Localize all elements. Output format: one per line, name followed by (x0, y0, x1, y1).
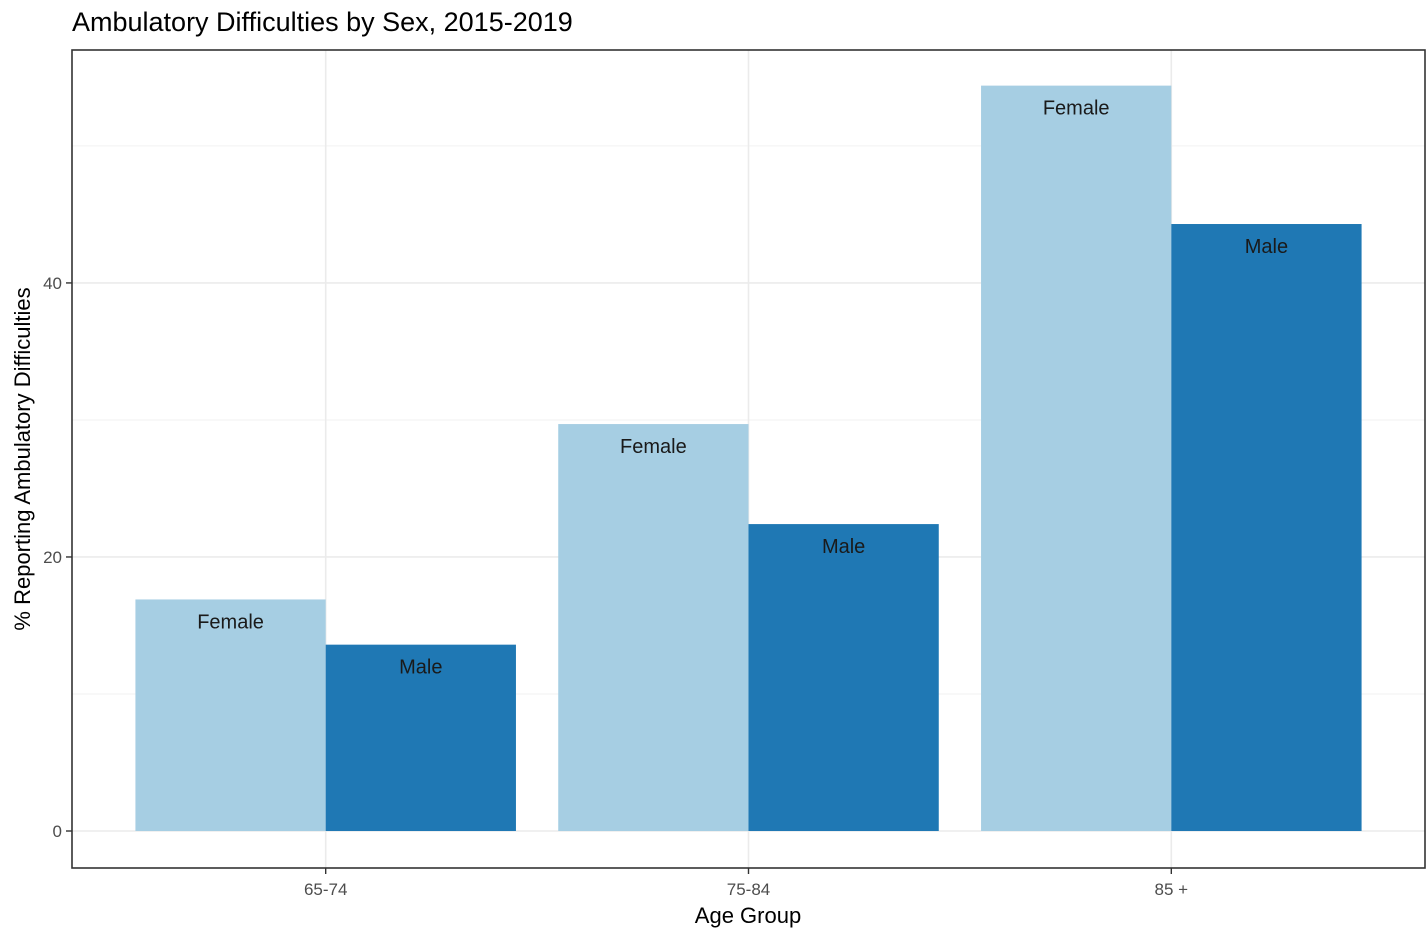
bar-label: Female (620, 436, 687, 458)
bar-label: Male (399, 657, 442, 679)
x-axis: 65-74 75-84 85 + (304, 868, 1188, 899)
bar-label: Male (822, 536, 865, 558)
y-axis: 0 20 40 (43, 274, 72, 841)
bar-male-2 (748, 524, 939, 832)
x-tick-label: 85 + (1155, 880, 1189, 899)
x-tick-label: 65-74 (304, 880, 347, 899)
bars (135, 85, 1362, 832)
x-axis-title: Age Group (695, 903, 801, 928)
bar-male-1 (325, 644, 516, 832)
bar-label: Female (197, 611, 264, 633)
y-tick-label: 20 (43, 548, 62, 567)
y-tick-label: 0 (53, 822, 62, 841)
bar-female-2 (558, 424, 749, 832)
bar-female-1 (135, 599, 326, 832)
chart-title: Ambulatory Difficulties by Sex, 2015-201… (72, 7, 573, 37)
y-tick-label: 40 (43, 274, 62, 293)
y-axis-title: % Reporting Ambulatory Difficulties (10, 287, 35, 630)
bar-label: Female (1043, 98, 1110, 120)
bar-male-3 (1171, 224, 1362, 832)
bar-labels: Female Female Female Male Male Male (197, 98, 1288, 679)
bar-label: Male (1245, 236, 1288, 258)
x-tick-label: 75-84 (727, 880, 770, 899)
bar-female-3 (981, 85, 1172, 832)
